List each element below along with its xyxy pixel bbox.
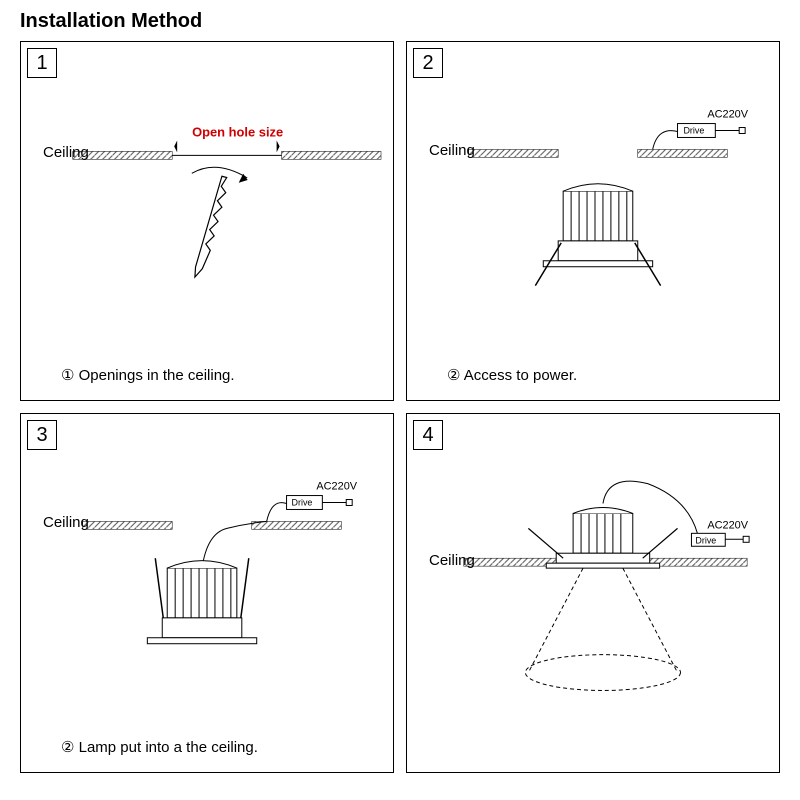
ceiling-label: Ceiling (43, 514, 89, 531)
ceiling-label: Ceiling (43, 144, 89, 161)
ceiling-label: Ceiling (429, 142, 475, 159)
panel-2: 2 Drive AC220V (406, 41, 780, 401)
panel-1: 1 Open hole size (20, 41, 394, 401)
step-number: 1 (27, 48, 57, 78)
diagram-1: Open hole size (21, 42, 393, 400)
open-hole-label: Open hole size (192, 124, 283, 139)
diagram-2: Drive AC220V (407, 42, 779, 400)
caption-1: ① Openings in the ceiling. (61, 366, 235, 384)
ceiling-label: Ceiling (429, 552, 475, 569)
caption-3: ② Lamp put into a the ceiling. (61, 738, 258, 756)
drive-label: Drive (683, 125, 704, 135)
ac-label: AC220V (316, 481, 357, 493)
step-number: 3 (27, 420, 57, 450)
page-title: Installation Method (20, 10, 780, 33)
panel-4: 4 (406, 413, 780, 773)
panel-3: 3 Drive AC220V (20, 413, 394, 773)
caption-2: ② Access to power. (447, 366, 577, 384)
drive-label: Drive (292, 497, 313, 507)
panel-grid: 1 Open hole size (20, 41, 780, 773)
ac-label: AC220V (707, 109, 748, 121)
ac-label: AC220V (707, 519, 748, 531)
drive-label: Drive (695, 535, 716, 545)
step-number: 4 (413, 420, 443, 450)
diagram-4: Drive AC220V (407, 414, 779, 772)
step-number: 2 (413, 48, 443, 78)
diagram-3: Drive AC220V (21, 414, 393, 772)
